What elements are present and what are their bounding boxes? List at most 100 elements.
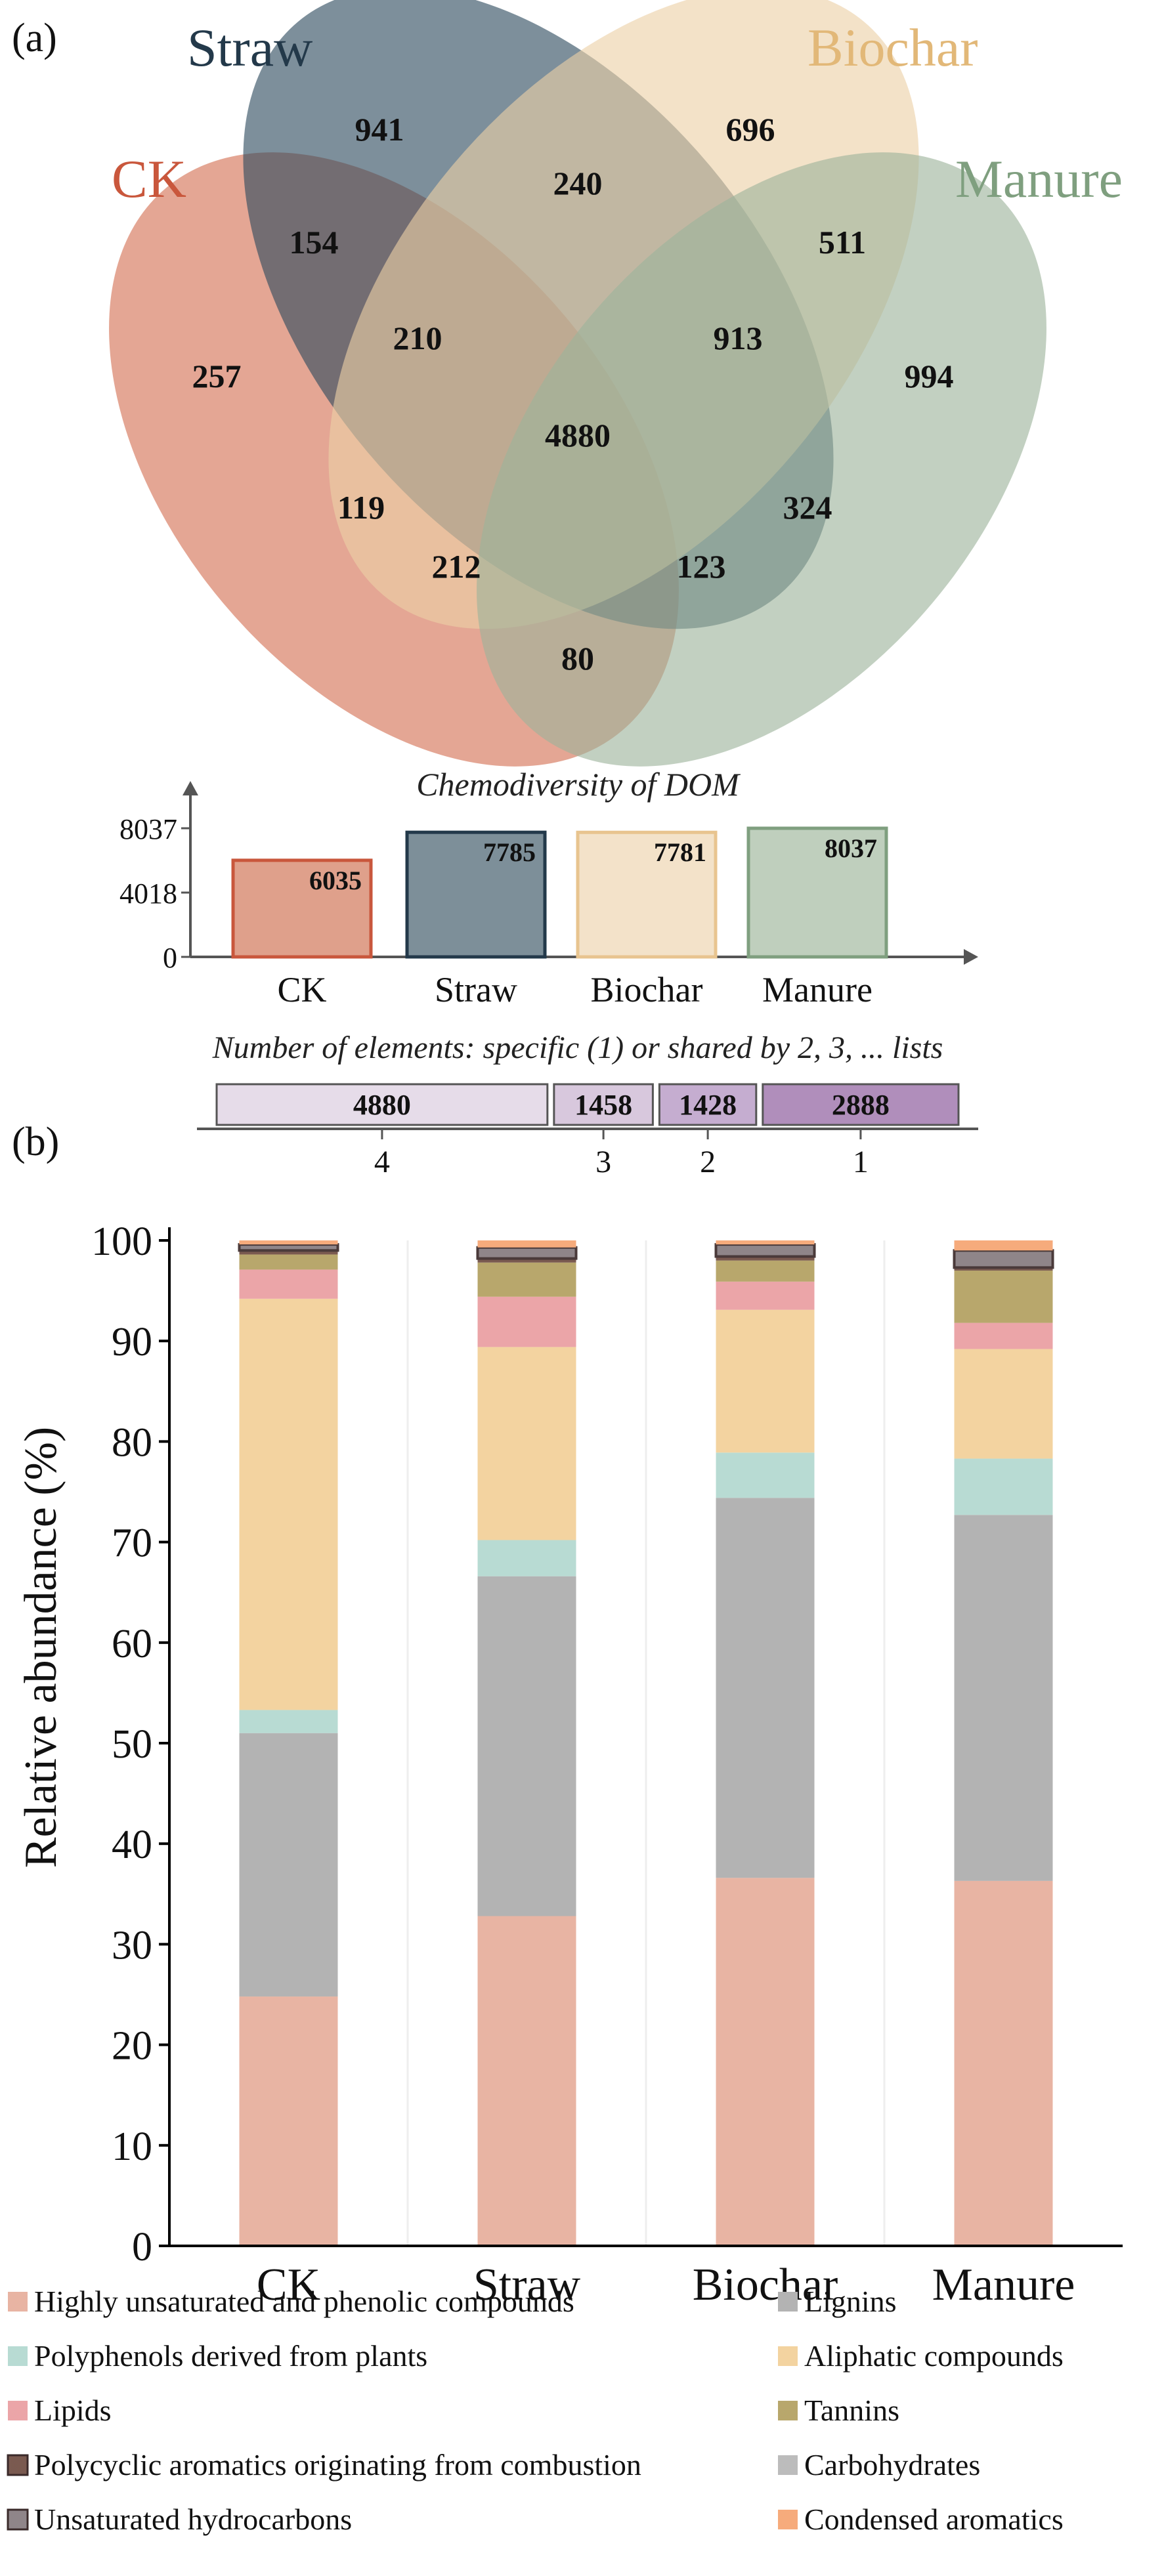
legend-swatch (8, 2401, 28, 2420)
stacked-bar-segment (954, 1349, 1053, 1459)
venn-value-all-four: 4880 (545, 417, 611, 454)
stacked-bar-segment (239, 1240, 338, 1245)
y-tick-label: 40 (112, 1823, 152, 1867)
shared-segment (658, 1083, 758, 1126)
stacked-bar-segment (954, 1458, 1053, 1515)
stacked-chart-separators (406, 1240, 886, 2246)
stacked-bar-segment (716, 1498, 815, 1878)
chemo-x-axis-arrow (964, 949, 978, 965)
chemodiversity-title: Chemodiversity of DOM (416, 766, 741, 803)
shared-segment-value: 4880 (353, 1089, 411, 1121)
venn-value-straw-only: 941 (355, 111, 404, 148)
legend-swatch (8, 2292, 28, 2312)
chemo-bar-value: 7781 (654, 837, 706, 867)
venn-label-manure: Manure (955, 149, 1123, 209)
legend-label: Carbohydrates (804, 2448, 980, 2481)
venn-label-straw: Straw (187, 18, 313, 77)
legend-swatch (8, 2346, 28, 2366)
shared-segment-value: 1458 (574, 1089, 632, 1121)
stacked-bar-segment (477, 1347, 576, 1540)
y-axis-label: Relative abundance (%) (16, 1427, 66, 1868)
stacked-bar-segment (477, 1262, 576, 1297)
venn-ellipse-manure (477, 152, 1046, 767)
stacked-chart-bars (238, 1240, 1054, 2246)
stacked-bar-segment (714, 1243, 816, 1258)
stacked-bar-segment (477, 1916, 576, 2246)
venn-value-ck-biochar-manure: 212 (432, 548, 481, 585)
legend-label: Lipids (34, 2394, 112, 2427)
stacked-bar-segment (239, 1733, 338, 1997)
stacked-bar-segment (954, 1322, 1053, 1349)
stacked-bar-segment (239, 1254, 338, 1270)
stacked-bar-segment (954, 1267, 1053, 1271)
shared-elements-title: Number of elements: specific (1) or shar… (212, 1030, 943, 1065)
chemo-bar-value: 7785 (483, 837, 536, 867)
venn-value-straw-biochar-manure: 913 (714, 320, 763, 356)
chemodiversity-bars: 6035 CK 7785 Straw 7781 Biochar 8037 Manure (231, 826, 888, 1009)
legend-swatch (778, 2455, 798, 2475)
stacked-bar-segment (954, 1270, 1053, 1323)
shared-segment-label: 3 (595, 1145, 611, 1179)
legend-swatch (7, 2508, 29, 2531)
shared-segment-label: 1 (853, 1145, 869, 1179)
chemo-y-axis-arrow (183, 781, 198, 795)
chemo-category-label: Straw (435, 970, 517, 1009)
chemo-y-tick-label: 4018 (119, 877, 177, 910)
legend-label: Unsaturated hydrocarbons (34, 2502, 352, 2536)
y-tick-label: 100 (91, 1219, 152, 1264)
venn-value-manure-only: 994 (905, 358, 954, 394)
stacked-bar-segment (477, 1540, 576, 1576)
shared-elements-bars: 4880 4 1458 3 1428 2 2888 1 (197, 1083, 978, 1179)
stacked-bar-segment (954, 1515, 1053, 1881)
stacked-bar-segment (716, 1260, 815, 1282)
legend-swatch (778, 2346, 798, 2366)
shared-segment-value: 2888 (832, 1089, 890, 1121)
legend-swatch (778, 2510, 798, 2529)
x-category-label: Biochar (693, 2260, 838, 2310)
y-tick-label: 20 (112, 2024, 152, 2069)
stacked-bar-segment (716, 1878, 815, 2246)
stacked-bar-segment (239, 1298, 338, 1710)
y-tick-label: 60 (112, 1622, 152, 1666)
stacked-bar-segment (716, 1256, 815, 1261)
stacked-bar-segment (716, 1309, 815, 1453)
chemo-y-tick-label: 0 (163, 942, 177, 974)
legend-label: Tannins (804, 2394, 899, 2427)
panel-a-label: (a) (12, 16, 57, 60)
panel-b-label: (b) (12, 1120, 59, 1164)
shared-segment-label: 4 (374, 1145, 390, 1179)
shared-elements-chart: Number of elements: specific (1) or shar… (197, 1030, 978, 1179)
stacked-bar-segment (954, 1880, 1053, 2246)
chemo-bar-value: 8037 (825, 834, 877, 863)
x-category-label: Manure (932, 2260, 1075, 2310)
chemo-bar (405, 830, 547, 959)
shared-segment (553, 1083, 654, 1126)
stacked-bar-segment (477, 1258, 576, 1263)
chemo-bar-value: 6035 (309, 866, 362, 895)
chemo-bar (576, 830, 718, 959)
y-tick-label: 50 (112, 1722, 152, 1767)
shared-segment (215, 1083, 549, 1126)
stacked-bar-segment (477, 1576, 576, 1916)
chemo-category-label: CK (277, 970, 326, 1009)
stacked-bar-segment (716, 1281, 815, 1310)
y-tick-label: 80 (112, 1420, 152, 1465)
chemodiversity-chart: Chemodiversity of DOM 8037 4018 0 6035 CK 77… (119, 766, 978, 1009)
stacked-bar-segment (239, 1710, 338, 1733)
legend-label: Polycyclic aromatics originating from co… (34, 2448, 641, 2481)
y-tick-label: 10 (112, 2124, 152, 2169)
venn-label-ck: CK (112, 149, 186, 209)
legend-label: Condensed aromatics (804, 2502, 1064, 2536)
venn-diagram: CK Straw Biochar Manure 941 696 240 154 … (109, 0, 1123, 767)
venn-value-straw-manure: 324 (783, 489, 832, 526)
stacked-chart-axes: CK Straw Biochar Manure 0 10 20 30 40 50 60 70 80 90 1… (91, 1219, 1123, 2310)
x-category-label: Straw (473, 2260, 581, 2310)
stacked-bar-segment (239, 1996, 338, 2246)
stacked-bar-segment (239, 1269, 338, 1299)
legend: Highly unsaturated and phenolic compound… (7, 2285, 1064, 2536)
stacked-bar-segment (476, 1246, 578, 1260)
venn-value-ck-straw: 154 (290, 224, 339, 261)
shared-segment-label: 2 (700, 1145, 716, 1179)
stacked-bar-segment (716, 1240, 815, 1245)
legend-label: Highly unsaturated and phenolic compound… (34, 2285, 574, 2318)
